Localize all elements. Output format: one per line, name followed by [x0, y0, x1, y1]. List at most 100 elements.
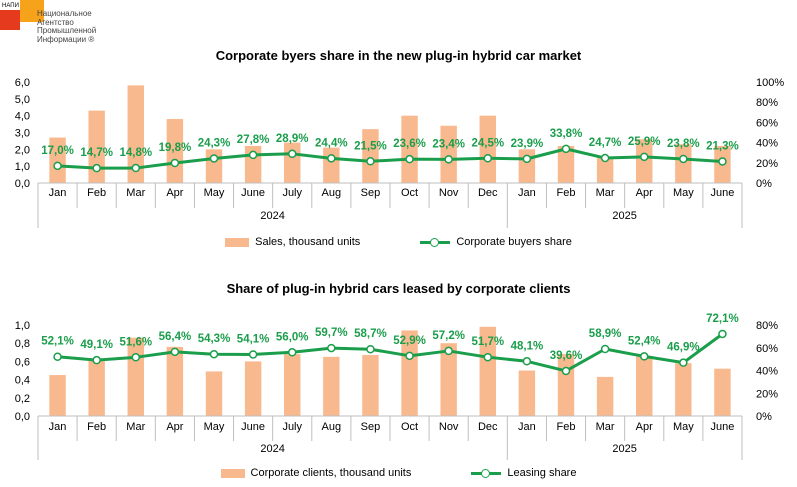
chart2-bar [127, 337, 144, 416]
chart2-bar [205, 371, 223, 416]
legend-label: Corporate buyers share [456, 236, 572, 248]
chart1-y-left-tick: 6,0 [15, 77, 30, 89]
legend-item-corporate-share: Corporate buyers share [420, 236, 572, 248]
chart2-share-point [679, 358, 688, 367]
chart2-x-tick-label: Apr [166, 421, 183, 433]
chart2-share-point [600, 344, 610, 354]
chart1-share-point [53, 161, 62, 171]
legend-item-corporate-clients: Corporate clients, thousand units [220, 467, 411, 479]
chart1-x-tick-label: Jan [518, 187, 536, 199]
chart1-share-data-label: 17,0% [41, 145, 74, 157]
chart2-y-left-tick: 0,0 [15, 411, 30, 423]
chart2-share-data-label: 56,4% [159, 331, 192, 343]
chart1-bar [127, 85, 144, 183]
chart2-x-tick-label: Sep [361, 421, 381, 433]
legend-item-sales: Sales, thousand units [225, 236, 360, 248]
chart2-bar [401, 330, 418, 416]
chart1-share-point [327, 154, 336, 163]
chart1-share-point [718, 157, 727, 166]
chart1-share-data-label: 24,7% [589, 137, 622, 149]
chart2-share-point [561, 366, 571, 376]
chart1-y-left-tick: 4,0 [15, 111, 30, 123]
chart1-share-data-label: 23,4% [432, 138, 465, 150]
logo-abbr: НАПИ [1, 3, 20, 9]
chart1-share-data-label: 24,3% [198, 137, 231, 149]
chart2-share-point [131, 353, 141, 362]
chart1-year-label: 2025 [612, 210, 636, 222]
chart1-bar [362, 129, 379, 183]
chart1-x-tick-label: Feb [557, 187, 576, 199]
chart2-x-tick-label: June [711, 421, 735, 433]
napi-logo: НАПИ Национальное Агентство Промышленной… [0, 0, 110, 52]
chart2-bar [557, 354, 575, 416]
chart1-bar [166, 119, 184, 183]
chart1-x-tick-label: June [241, 187, 265, 199]
chart1-share-point [170, 158, 180, 168]
chart2-y-right-tick: 20% [756, 388, 778, 400]
chart1-title: Corporate byers share in the new plug-in… [215, 48, 582, 63]
chart1-bar [596, 157, 614, 183]
chart1-x-tick-label: May [673, 187, 694, 199]
chart2-share-data-label: 52,4% [628, 335, 661, 347]
chart2-x-tick-label: Feb [557, 421, 576, 433]
legend-line-swatch [420, 237, 451, 247]
chart1-x-tick-label: Jan [49, 187, 67, 199]
chart1-share-point [600, 153, 610, 163]
chart2-y-left-tick: 0,4 [15, 375, 30, 387]
chart2-share-point [405, 351, 414, 361]
chart2-share-point [366, 344, 375, 354]
chart2-x-tick-label: May [673, 421, 694, 433]
logo-name-line: Агентство [37, 17, 74, 27]
chart2-share-data-label: 51,7% [471, 336, 504, 348]
chart1-x-tick-label: Apr [166, 187, 183, 199]
chart2-bar [88, 358, 105, 416]
chart2-share-data-label: 39,6% [550, 350, 583, 362]
chart2-y-right-tick: 60% [756, 343, 778, 355]
chart1-x-tick-label: Mar [126, 187, 145, 199]
chart2-share-line [57, 332, 724, 373]
logo-name-line: Национальное [37, 9, 92, 18]
chart2-share-point [483, 352, 493, 362]
chart2-share-point [444, 346, 453, 356]
chart2-x-tick-label: June [241, 421, 265, 433]
chart1-share-point [248, 150, 258, 160]
chart2-share-data-label: 52,1% [41, 336, 74, 348]
logo-orange-square [20, 0, 44, 22]
chart1-share-data-label: 24,4% [315, 137, 348, 149]
chart2-bar [675, 363, 692, 416]
chart1-bar [518, 149, 536, 183]
chart2-share-data-label: 54,3% [198, 333, 231, 345]
chart2-y-right-tick: 80% [756, 320, 778, 332]
legend-label: Leasing share [507, 467, 577, 479]
chart2-x-tick-label: Jan [49, 421, 67, 433]
chart2-bar [49, 375, 66, 416]
chart2-share-data-label: 72,1% [706, 313, 739, 325]
chart2-x-tick-label: Feb [87, 421, 106, 433]
chart2-share-point [92, 355, 101, 365]
chart2-share-point [287, 348, 297, 357]
chart1-share-data-label: 28,9% [276, 133, 309, 145]
legend-item-leasing-share: Leasing share [471, 467, 576, 479]
chart1-share-point [92, 163, 101, 173]
chart2-x-tick-label: Oct [401, 421, 418, 433]
chart2-share-point [53, 352, 62, 361]
chart1-x-tick-label: Apr [636, 187, 653, 199]
chart2-x-tick-label: Dec [478, 421, 498, 433]
chart1-share-data-label: 24,5% [471, 137, 504, 149]
chart1-share-point [522, 154, 532, 164]
chart2-share-data-label: 54,1% [237, 333, 270, 345]
chart2-y-left-tick: 0,8 [15, 338, 30, 350]
chart1-bar [479, 115, 496, 183]
chart2-share-data-label: 57,2% [432, 330, 465, 342]
chart1-y-left-tick: 0,0 [15, 178, 30, 190]
legend-label: Sales, thousand units [255, 236, 361, 248]
chart2-year-label: 2024 [260, 443, 284, 455]
chart1-share-data-label: 33,8% [550, 128, 583, 140]
chart2-x-tick-label: May [204, 421, 225, 433]
chart1-share-point [209, 154, 219, 163]
chart2-share-data-label: 58,7% [354, 328, 387, 340]
chart1-share-data-label: 14,8% [119, 147, 152, 159]
chart1-share-data-label: 23,9% [511, 138, 544, 150]
chart1-bar [323, 147, 340, 183]
logo-red-square [0, 10, 20, 30]
